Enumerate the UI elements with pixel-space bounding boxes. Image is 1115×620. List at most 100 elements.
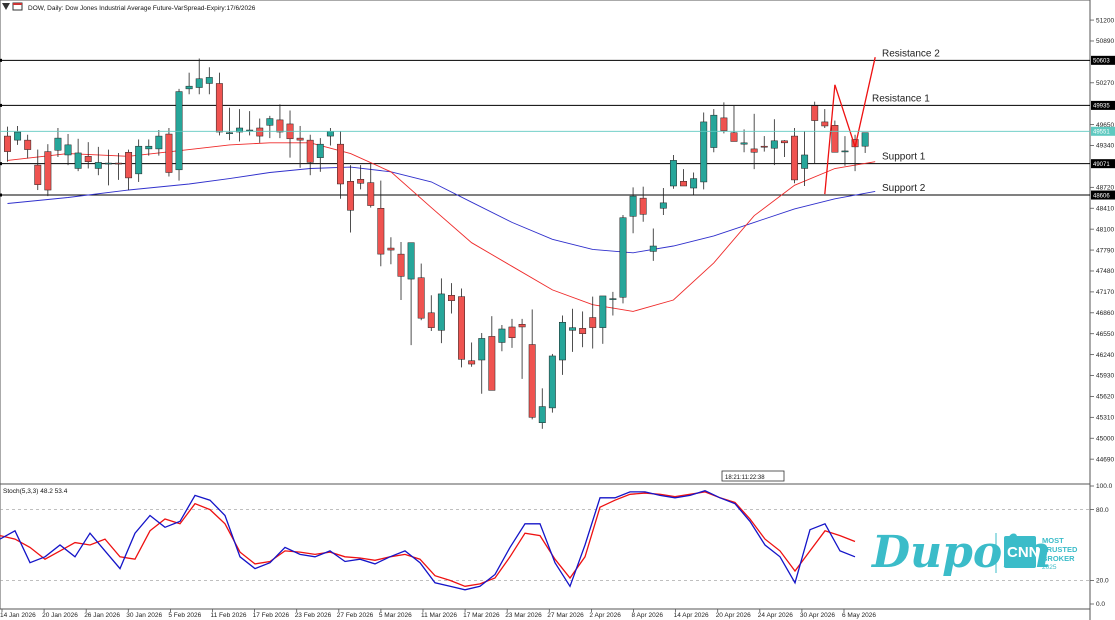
candle-body — [528, 344, 536, 418]
window-icon-bar — [13, 3, 22, 5]
time-tick-label: 5 Feb 2026 — [168, 612, 201, 619]
candle-body — [4, 135, 11, 152]
time-tick-label: 20 Jan 2026 — [42, 612, 78, 619]
stoch-main-line — [0, 490, 856, 591]
candle-body — [700, 121, 708, 183]
indicator-label: Stoch(5,3,3) 48.2 53.4 — [3, 488, 68, 495]
candle-body — [599, 295, 607, 328]
candle-body — [226, 132, 233, 134]
time-tick-label: 27 Feb 2026 — [337, 612, 374, 619]
current-price-text: 49551 — [1093, 130, 1110, 136]
level-tag — [1091, 55, 1115, 65]
time-tick-label: 11 Feb 2026 — [211, 612, 247, 619]
price-tick-label: 50890 — [1096, 38, 1114, 45]
trend-line — [824, 84, 836, 195]
candle-body — [14, 131, 22, 141]
candle-body — [831, 125, 839, 153]
candle-body — [801, 154, 809, 169]
time-tick-label: 2 Apr 2026 — [589, 612, 621, 619]
stoch-tick-label: 20.0 — [1096, 578, 1109, 585]
brand-line-2: TRUSTED — [1042, 545, 1078, 554]
candle-body — [589, 317, 597, 328]
trend-line — [834, 84, 856, 148]
candle-body — [377, 208, 385, 255]
candle-body — [619, 217, 627, 298]
candle-body — [115, 162, 122, 165]
candle-body — [508, 326, 516, 339]
candle-body — [609, 298, 617, 300]
trend-lines — [824, 57, 876, 195]
level-tag — [1091, 159, 1115, 169]
stoch-tick-label: 0.0 — [1096, 601, 1105, 608]
price-axis: 51200 50890 50270 49650 49340 48720 48410 48100… — [1090, 17, 1114, 463]
candle-body — [559, 321, 566, 361]
time-tick-label: 5 Mar 2026 — [379, 612, 412, 619]
candle-body — [125, 152, 133, 179]
candle-body — [437, 293, 445, 331]
moving-averages — [7, 142, 876, 312]
level-label: Resistance 1 — [872, 93, 930, 104]
candle-body — [74, 152, 82, 169]
candle-body — [195, 78, 203, 88]
price-tick-label: 48410 — [1096, 205, 1114, 212]
candlesticks — [4, 58, 869, 429]
candle-body — [488, 336, 496, 391]
candle-body — [821, 121, 829, 127]
level-tag — [1091, 100, 1115, 110]
candle-body — [104, 162, 112, 165]
candle-body — [316, 143, 324, 158]
candle-body — [639, 197, 647, 215]
time-tick-label: 17 Feb 2026 — [253, 612, 290, 619]
level-anchor — [0, 193, 2, 197]
candle-body — [417, 277, 425, 319]
crosshair-time-label: 18:21:11:22:38 — [721, 470, 785, 482]
brand-line-1: MOST — [1042, 536, 1064, 545]
stoch-tick-label: 80.0 — [1096, 507, 1109, 514]
triangle-down-icon[interactable] — [2, 3, 10, 10]
candle-body — [458, 296, 466, 360]
time-tick-label: 26 Jan 2026 — [84, 612, 120, 619]
candle-body — [347, 181, 355, 211]
level-tag-text: 49071 — [1093, 162, 1110, 168]
candle-body — [54, 137, 62, 151]
time-tick-label: 11 Mar 2026 — [421, 612, 457, 619]
candle-body — [427, 312, 435, 328]
candle-body — [276, 119, 284, 133]
time-tick-label: 20 Apr 2026 — [716, 612, 751, 619]
candle-body — [811, 105, 819, 121]
candle-body — [387, 247, 395, 251]
time-tick-label: 27 Mar 2026 — [547, 612, 584, 619]
stoch-tick-label: 100.0 — [1096, 483, 1113, 490]
candle-body — [780, 140, 788, 144]
main-pane[interactable] — [0, 0, 1091, 485]
level-tag — [1091, 190, 1115, 200]
time-tick-label: 23 Feb 2026 — [295, 612, 332, 619]
candle-body — [94, 162, 102, 169]
candle-body — [407, 242, 415, 280]
price-tick-label: 45620 — [1096, 394, 1114, 401]
time-tick-label: 17 Mar 2026 — [463, 612, 500, 619]
level-label: Support 1 — [882, 152, 926, 163]
candle-body — [357, 178, 365, 184]
candle-body — [760, 145, 768, 148]
candle-body — [861, 132, 869, 147]
price-tick-label: 47170 — [1096, 289, 1114, 296]
ma-slow-line — [7, 166, 876, 254]
level-tag-text: 50603 — [1093, 59, 1110, 65]
time-tick-label: 30 Jan 2026 — [126, 612, 162, 619]
candle-body — [84, 156, 92, 162]
candle-body — [518, 324, 526, 328]
indicator-pane[interactable] — [0, 483, 1091, 610]
price-tick-label: 45000 — [1096, 435, 1114, 442]
candle-body — [680, 181, 687, 187]
candle-body — [44, 151, 52, 191]
time-tick-label: 30 Apr 2026 — [800, 612, 835, 619]
level-anchor — [0, 103, 2, 107]
candle-body — [296, 137, 304, 141]
candle-body — [720, 117, 728, 131]
price-tick-label: 51200 — [1096, 17, 1114, 24]
crosshair-time-text: 18:21:11:22:38 — [725, 475, 765, 481]
price-tick-label: 49650 — [1096, 122, 1114, 129]
candle-body — [135, 145, 143, 175]
